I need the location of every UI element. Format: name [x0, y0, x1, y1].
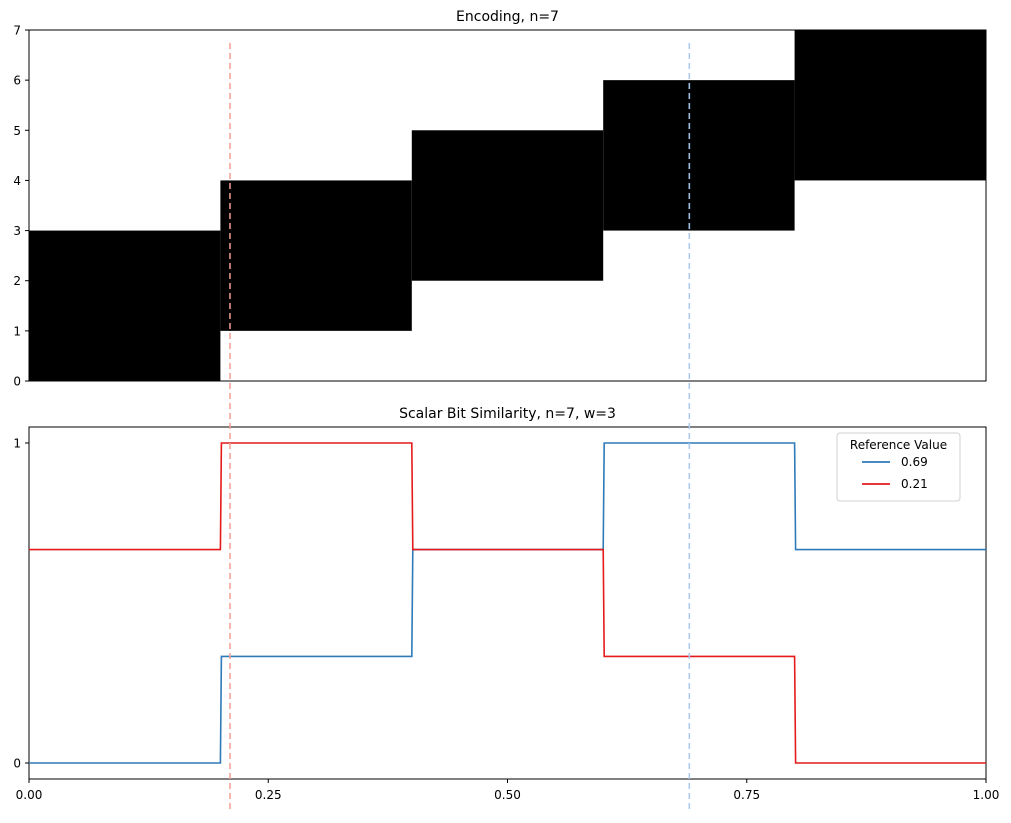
x-tick-label: 1.00 — [973, 788, 1000, 802]
similarity-panel: Scalar Bit Similarity, n=7, w=3 0.00 0.25… — [13, 406, 999, 802]
y-tick-label: 1 — [13, 324, 21, 338]
legend-label-0: 0.69 — [901, 455, 928, 469]
similarity-x-ticks: 0.00 0.25 0.50 0.75 1.00 — [16, 779, 1000, 802]
x-tick-label: 0.75 — [733, 788, 760, 802]
encoding-title: Encoding, n=7 — [456, 9, 559, 25]
legend-items: 0.69 0.21 — [862, 455, 928, 491]
reference-lines — [229, 43, 691, 813]
legend-label-1: 0.21 — [901, 477, 928, 491]
encoding-block-0 — [29, 230, 221, 381]
encoding-block-4 — [794, 30, 986, 181]
y-tick-label: 6 — [13, 74, 21, 88]
y-tick-label: 1 — [13, 437, 21, 451]
encoding-panel: Encoding, n=7 0 1 2 3 4 5 6 7 — [13, 9, 987, 389]
y-tick-label: 5 — [13, 124, 21, 138]
x-tick-label: 0.25 — [255, 788, 282, 802]
encoding-axes-frame — [28, 29, 987, 382]
x-tick-label: 0.00 — [16, 788, 43, 802]
y-tick-label: 0 — [13, 757, 21, 771]
y-tick-label: 7 — [13, 24, 21, 38]
similarity-series — [29, 442, 986, 764]
encoding-blocks — [29, 30, 986, 381]
similarity-title: Scalar Bit Similarity, n=7, w=3 — [399, 406, 616, 422]
similarity-y-ticks: 01 — [13, 437, 29, 771]
x-tick-label: 0.50 — [494, 788, 521, 802]
encoding-block-2 — [411, 130, 604, 281]
y-tick-label: 4 — [13, 174, 21, 188]
legend: Reference Value 0.69 0.21 — [836, 432, 961, 502]
y-tick-label: 0 — [13, 375, 21, 389]
encoding-block-3 — [603, 80, 795, 231]
y-tick-label: 3 — [13, 224, 21, 238]
series-line-1 — [29, 442, 986, 764]
encoding-y-ticks: 0 1 2 3 4 5 6 7 — [13, 24, 29, 389]
encoding-block-1 — [220, 180, 412, 331]
y-tick-label: 2 — [13, 274, 21, 288]
legend-title: Reference Value — [850, 438, 947, 452]
